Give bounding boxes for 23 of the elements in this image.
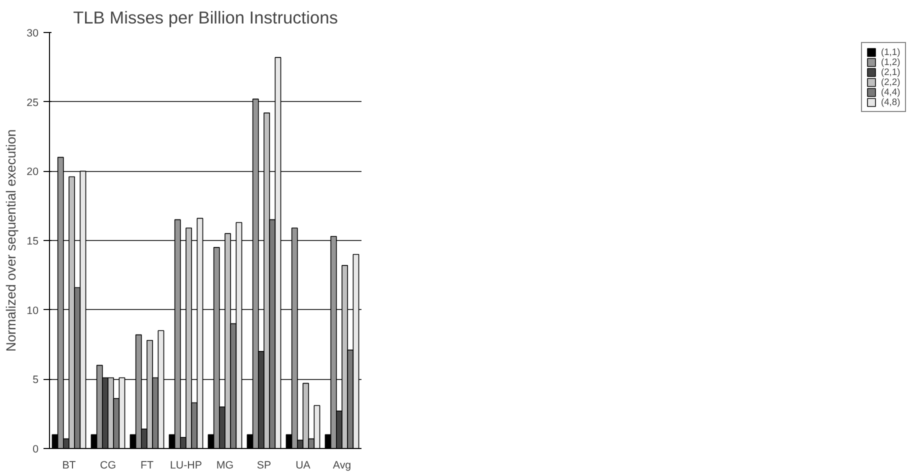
x-tick-label: UA	[296, 460, 312, 472]
legend-label: (2,1)	[881, 67, 901, 77]
x-tick-label: MG	[216, 460, 234, 472]
y-tick-label: 20	[26, 166, 39, 178]
x-tick-label: FT	[140, 460, 154, 472]
legend-label: (1,1)	[881, 47, 901, 57]
legend-label: (4,8)	[881, 97, 901, 107]
legend-label: (4,4)	[881, 87, 901, 97]
x-tick-label: LU-HP	[170, 460, 202, 472]
y-axis-title: Normalized over sequential execution	[4, 129, 19, 352]
chart-title: TLB Misses per Billion Instructions	[73, 8, 338, 28]
x-tick-label: SP	[256, 460, 272, 472]
y-tick-label: 0	[32, 444, 39, 456]
y-tick-label: 25	[26, 96, 39, 109]
y-tick-label: 30	[26, 28, 39, 40]
legend-label: (2,2)	[881, 77, 901, 87]
x-tick-label: CG	[100, 460, 116, 472]
x-tick-label: Avg	[332, 460, 352, 472]
y-tick-label: 10	[26, 304, 39, 317]
y-tick-label: 15	[26, 236, 39, 248]
legend-label: (1,2)	[881, 57, 901, 67]
x-tick-label: BT	[62, 460, 76, 472]
y-tick-label: 5	[32, 374, 39, 386]
